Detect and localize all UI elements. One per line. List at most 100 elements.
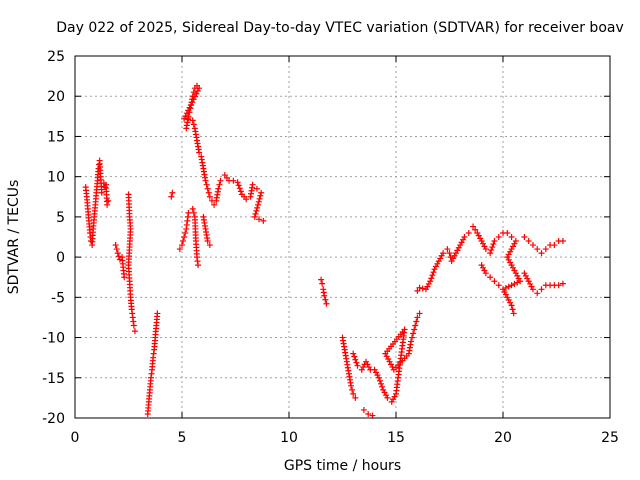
data-point (487, 250, 494, 257)
data-point (254, 201, 261, 208)
data-point (249, 181, 256, 188)
data-point (211, 201, 218, 208)
data-point (350, 390, 357, 397)
data-point (375, 374, 382, 381)
data-point (168, 193, 175, 200)
data-point (185, 107, 192, 114)
data-point (482, 270, 489, 277)
data-point (365, 410, 372, 417)
data-point (216, 181, 223, 188)
chart-title: Day 022 of 2025, Sidereal Day-to-day VTE… (56, 20, 624, 36)
data-point (185, 114, 192, 121)
data-point (351, 353, 358, 360)
series-arc-13 (414, 229, 472, 294)
y-tick-label: 15 (47, 129, 65, 145)
data-point (487, 274, 494, 281)
data-point (508, 234, 515, 240)
data-point (521, 234, 528, 240)
data-point (509, 306, 516, 313)
data-point (182, 229, 189, 236)
data-point (193, 90, 200, 97)
series-arc-10 (318, 276, 330, 307)
axis-ticks: 0 5 10 15 20 25 -20 -15 -10 -5 0 5 10 15 20 25 (42, 49, 619, 446)
data-point (538, 286, 545, 293)
data-point (508, 282, 515, 289)
data-point (195, 262, 202, 269)
data-point (482, 246, 489, 253)
data-point (252, 210, 259, 217)
series-arc-14 (470, 223, 524, 317)
data-point (183, 110, 190, 117)
data-point (189, 205, 196, 212)
data-point (353, 359, 360, 366)
data-point (256, 195, 263, 202)
data-point (379, 383, 386, 390)
data-point (237, 188, 244, 195)
data-point (318, 276, 325, 283)
data-point (205, 189, 212, 196)
series-arc-12 (371, 310, 423, 405)
data-point (322, 296, 329, 303)
y-tick-label: 20 (47, 89, 65, 105)
y-tick-label: 25 (47, 49, 65, 65)
data-point (180, 238, 187, 245)
data-point (559, 238, 566, 245)
data-point (411, 326, 418, 333)
data-point (257, 192, 264, 199)
data-point (352, 356, 359, 363)
x-tick-label: 5 (178, 430, 187, 446)
data-point (430, 269, 437, 276)
data-point (113, 246, 120, 253)
data-point (181, 234, 188, 240)
data-point (495, 234, 502, 240)
data-point (488, 247, 495, 254)
grid (75, 56, 610, 418)
data-point (446, 250, 453, 257)
x-tick-label: 25 (601, 430, 619, 446)
data-point (251, 213, 258, 220)
y-tick-label: -15 (42, 371, 65, 387)
data-points (82, 82, 566, 419)
series-arc-7 (176, 82, 203, 269)
data-point (416, 284, 423, 291)
data-point (429, 272, 436, 279)
data-point (154, 310, 161, 317)
x-axis-label: GPS time / hours (284, 458, 401, 474)
data-point (260, 217, 267, 224)
data-point (130, 322, 137, 329)
data-point (495, 282, 502, 289)
series-arc-1 (82, 157, 105, 249)
data-point (253, 207, 260, 214)
data-point (414, 287, 421, 294)
data-point (204, 185, 211, 192)
data-point (525, 238, 532, 245)
series-arc-3 (112, 242, 128, 281)
data-point (115, 253, 122, 260)
data-point (551, 242, 558, 249)
data-point (517, 278, 524, 285)
series-arc-9 (221, 172, 267, 224)
data-point (206, 242, 213, 249)
data-point (360, 406, 367, 413)
x-tick-label: 15 (387, 430, 405, 446)
series-arc-6 (168, 189, 176, 200)
plot-frame (74, 55, 611, 419)
data-point (510, 310, 517, 317)
data-point (440, 250, 447, 257)
series-arc-4 (125, 191, 138, 335)
data-point (491, 278, 498, 285)
data-point (470, 223, 477, 230)
data-point (538, 250, 545, 257)
data-point (490, 241, 497, 248)
data-point (384, 394, 391, 401)
data-point (217, 177, 224, 184)
data-point (354, 362, 361, 369)
data-point (534, 246, 541, 253)
data-point (514, 279, 521, 286)
data-point (319, 280, 326, 287)
data-point (254, 204, 261, 211)
data-point (255, 198, 262, 205)
data-point (542, 246, 549, 253)
data-point (235, 182, 242, 189)
